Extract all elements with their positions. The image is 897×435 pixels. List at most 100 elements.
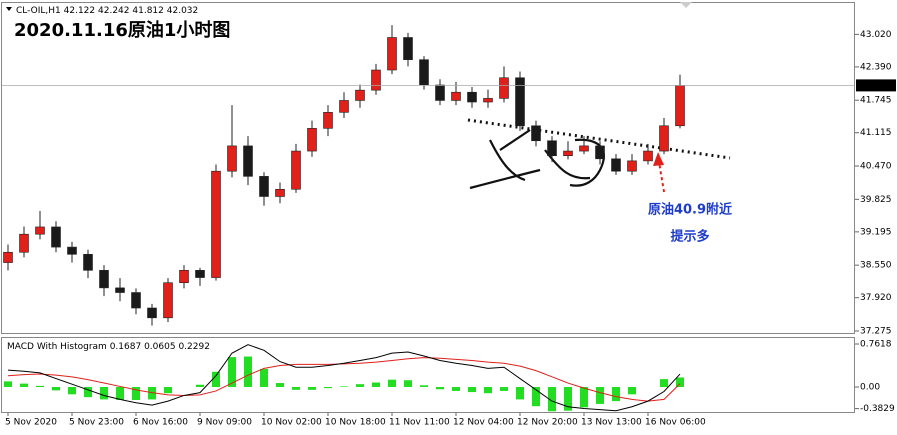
histogram-bar bbox=[276, 383, 284, 387]
x-tick-label: 10 Nov 18:00 bbox=[325, 418, 386, 428]
candle-body bbox=[403, 37, 413, 60]
y-tick-label: 39.195 bbox=[860, 227, 892, 237]
histogram-bar bbox=[628, 387, 636, 395]
x-tick-label: 5 Nov 23:00 bbox=[69, 418, 124, 428]
candle-body bbox=[307, 128, 317, 152]
histogram-bar bbox=[20, 383, 28, 387]
histogram-bar bbox=[116, 387, 124, 400]
menu-triangle bbox=[6, 7, 12, 11]
candle-body bbox=[19, 233, 29, 253]
histogram-bar bbox=[84, 387, 92, 398]
candle-body bbox=[3, 251, 13, 263]
histogram-bar bbox=[564, 387, 572, 411]
histogram-bar bbox=[164, 387, 172, 394]
histogram-bar bbox=[260, 368, 268, 387]
y-tick-label: -0.3829 bbox=[860, 404, 895, 414]
arrow-head bbox=[653, 152, 664, 166]
histogram-bar bbox=[548, 387, 556, 412]
x-tick-label: 13 Nov 13:00 bbox=[581, 418, 642, 428]
candle-body bbox=[211, 170, 221, 278]
histogram-bar bbox=[420, 385, 428, 387]
histogram-bar bbox=[676, 377, 684, 387]
candle-body bbox=[115, 287, 125, 293]
histogram-bar bbox=[324, 387, 332, 389]
histogram-bar bbox=[36, 385, 44, 387]
arrow-line bbox=[658, 161, 665, 193]
candle-body bbox=[547, 140, 557, 157]
y-tick-label: 0.00 bbox=[860, 383, 880, 393]
x-tick-label: 5 Nov 2020 bbox=[5, 418, 57, 428]
histogram-bar bbox=[244, 356, 252, 387]
y-tick-label: 41.745 bbox=[860, 96, 892, 106]
histogram-bar bbox=[516, 387, 524, 400]
y-tick-label: 39.825 bbox=[860, 195, 892, 205]
candle-body bbox=[51, 226, 61, 248]
histogram-bar bbox=[148, 387, 156, 400]
candle-body bbox=[531, 125, 541, 142]
histogram-bar bbox=[388, 379, 396, 387]
macd-header: MACD With Histogram 0.1687 0.0605 0.2292 bbox=[7, 342, 210, 352]
current-price-label: 42.032 bbox=[859, 81, 891, 91]
candle-body bbox=[67, 246, 77, 255]
y-tick-label: 37.275 bbox=[860, 326, 892, 336]
histogram-bar bbox=[372, 382, 380, 387]
y-tick-label: 41.115 bbox=[860, 128, 892, 138]
x-tick-label: 12 Nov 20:00 bbox=[517, 418, 578, 428]
candle-body bbox=[675, 85, 685, 127]
current-price-box bbox=[856, 79, 896, 92]
candle-body bbox=[451, 91, 461, 101]
candle-body bbox=[195, 270, 205, 278]
candle-body bbox=[643, 150, 653, 162]
candle-body bbox=[147, 307, 157, 319]
candle-body bbox=[243, 145, 253, 177]
candle-body bbox=[627, 160, 637, 172]
chart-title: 2020.11.16原油1小时图 bbox=[14, 19, 230, 41]
candle-body bbox=[515, 77, 525, 127]
candle-body bbox=[579, 145, 589, 152]
candle-body bbox=[563, 150, 573, 157]
y-tick-label: 0.7618 bbox=[860, 340, 892, 350]
candle-body bbox=[659, 125, 669, 152]
x-tick-label: 11 Nov 11:00 bbox=[389, 418, 450, 428]
histogram-bar bbox=[484, 387, 492, 394]
histogram-bar bbox=[132, 387, 140, 400]
y-tick-label: 38.550 bbox=[860, 261, 892, 271]
annotation: 原油40.9附近 bbox=[648, 202, 732, 218]
y-tick-label: 37.920 bbox=[860, 293, 892, 303]
candle-body bbox=[435, 84, 445, 101]
candle-body bbox=[419, 59, 429, 86]
candle-body bbox=[611, 158, 621, 172]
histogram-bar bbox=[340, 386, 348, 387]
histogram-bar bbox=[100, 387, 108, 400]
histogram-bar bbox=[660, 379, 668, 387]
candle-body bbox=[483, 98, 493, 103]
x-tick-label: 16 Nov 06:00 bbox=[645, 418, 706, 428]
histogram-bar bbox=[52, 387, 60, 391]
trend-line bbox=[467, 118, 731, 160]
signature bbox=[469, 129, 605, 190]
histogram-bar bbox=[436, 387, 444, 390]
y-tick-label: 42.390 bbox=[860, 62, 892, 72]
histogram-bar bbox=[596, 387, 604, 404]
candle-body bbox=[595, 145, 605, 160]
candle-body bbox=[291, 150, 301, 190]
histogram-bar bbox=[4, 381, 12, 387]
candle-body bbox=[163, 282, 173, 319]
annotation: 提示多 bbox=[670, 229, 709, 245]
x-tick-label: 6 Nov 16:00 bbox=[133, 418, 188, 428]
histogram-bar bbox=[68, 387, 76, 395]
candle-body bbox=[467, 91, 477, 103]
signal-line bbox=[7, 357, 681, 402]
histogram-bar bbox=[580, 387, 588, 408]
candle-body bbox=[387, 37, 397, 71]
histogram-bar bbox=[196, 384, 204, 387]
histogram-bar bbox=[500, 387, 508, 391]
histogram-bar bbox=[468, 387, 476, 393]
candle-body bbox=[227, 145, 237, 172]
y-tick-label: 40.470 bbox=[860, 162, 892, 172]
candle-body bbox=[371, 69, 381, 91]
histogram-bar bbox=[356, 384, 364, 387]
histogram-bar bbox=[452, 387, 460, 391]
